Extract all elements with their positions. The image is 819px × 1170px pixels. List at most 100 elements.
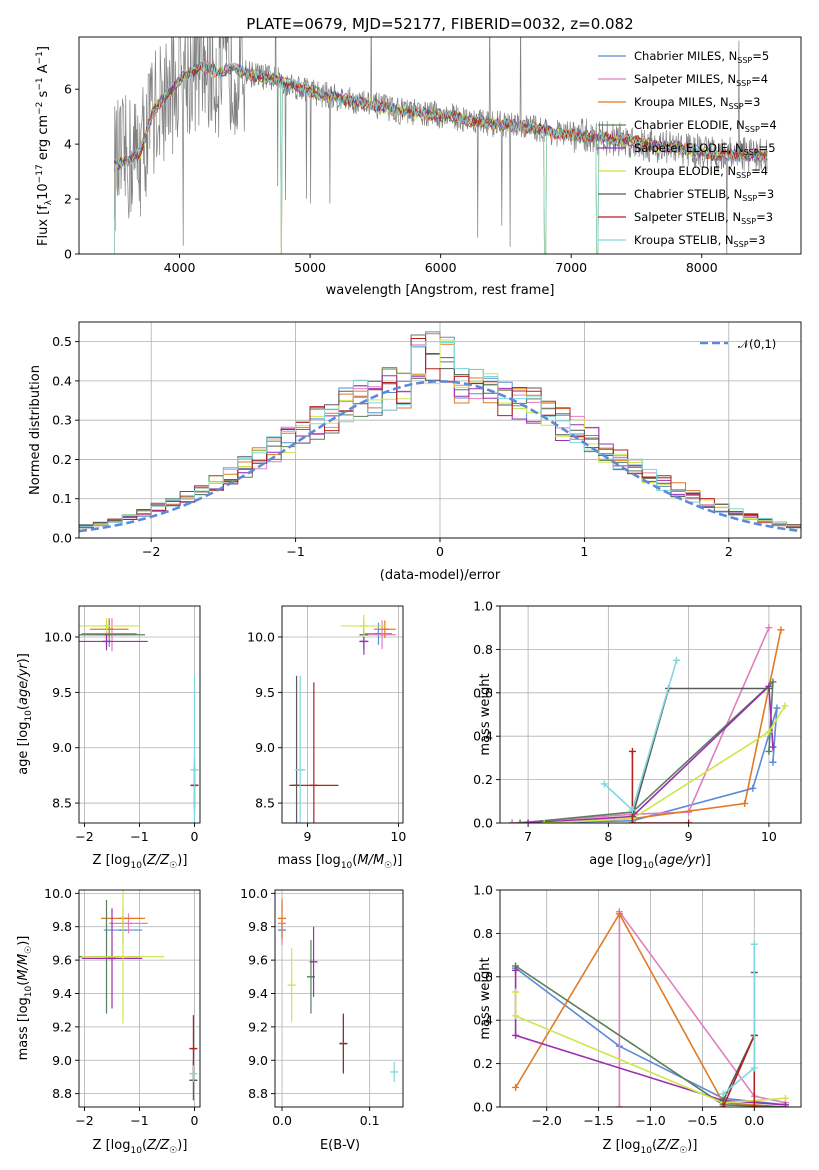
- x-axis-label: E(B-V): [320, 1138, 360, 1153]
- legend-text: Kroupa MILES, N: [634, 95, 729, 109]
- x-tick-label: −1: [130, 1113, 148, 1128]
- legend-suffix: =3: [757, 187, 774, 201]
- label-part: ☉: [169, 861, 177, 871]
- y-tick-label: 0.4: [473, 729, 493, 744]
- legend-subscript: SSP: [741, 217, 756, 226]
- panel-age-Z: −2 −1 08.59.09.510.0Z [log10(Z/Z☉)]age [lo…: [16, 605, 201, 871]
- weight-point: [773, 704, 781, 712]
- y-tick-label: 9.4: [248, 986, 268, 1001]
- label-part: age [log: [16, 722, 31, 775]
- plot-area: [289, 614, 396, 823]
- y-axis-label: age [log10(age/yr)]: [16, 653, 34, 775]
- weight-point: [512, 1012, 520, 1020]
- y-tick-label: 0.3: [52, 413, 72, 428]
- label-part: age/yr: [16, 662, 31, 705]
- y-axis-label: mass weight: [478, 673, 493, 755]
- y-tick-label: 0: [64, 247, 72, 262]
- y-tick-label: 1.0: [473, 883, 493, 898]
- x-tick-label: 7000: [555, 260, 587, 275]
- label-part: 10: [36, 183, 51, 200]
- y-tick-label: 0.6: [473, 685, 493, 700]
- x-tick-label: 2: [725, 544, 733, 559]
- axes-frame: [78, 321, 802, 539]
- legend-text: Chabrier MILES, N: [634, 49, 737, 63]
- label-part: −1: [35, 51, 45, 64]
- x-axis-label: wavelength [Angstrom, rest frame]: [326, 283, 555, 298]
- weight-point: [777, 626, 785, 634]
- label-part: Z [log: [93, 853, 131, 868]
- weight-point: [628, 819, 636, 823]
- label-part: Z/Z: [656, 1138, 680, 1153]
- x-tick-label: −1.5: [583, 1113, 613, 1128]
- label-part: 10: [642, 861, 654, 871]
- normal-reference-curve: [79, 379, 801, 533]
- label-part: mass [log: [278, 853, 341, 868]
- x-axis-label: Z [log10(Z/Z☉)]: [93, 853, 188, 871]
- y-tick-label: 9.5: [255, 685, 275, 700]
- x-tick-label: 5000: [294, 260, 326, 275]
- weight-point: [719, 1090, 727, 1098]
- x-axis-label: age [log10(age/yr)]: [589, 853, 711, 871]
- x-tick-label: 7: [524, 829, 532, 844]
- x-tick-label: −1: [286, 544, 304, 559]
- x-tick-label: 4000: [164, 260, 196, 275]
- label-part: λ: [44, 199, 54, 205]
- weight-point: [750, 1103, 758, 1107]
- weight-point: [628, 806, 636, 814]
- legend-label: Chabrier MILES, NSSP=5: [634, 49, 769, 65]
- label-part: −1: [35, 77, 45, 90]
- legend-label: Chabrier STELIB, NSSP=3: [634, 187, 774, 203]
- weight-point: [512, 1031, 520, 1039]
- y-tick-label: 1.0: [473, 599, 493, 614]
- x-tick-label: 0.0: [744, 1113, 764, 1128]
- legend-label: Salpeter MILES, NSSP=4: [634, 72, 768, 88]
- legend-label: Chabrier ELODIE, NSSP=4: [634, 118, 777, 134]
- label-part: (: [16, 981, 31, 986]
- legend-suffix: =4: [751, 72, 768, 86]
- x-tick-label: 0.0: [272, 1113, 292, 1128]
- weight-point: [516, 819, 524, 823]
- label-part: )]: [687, 1138, 697, 1153]
- x-tick-label: 6000: [425, 260, 457, 275]
- y-axis-label: Normed distribution: [28, 365, 43, 495]
- y-tick-label: 9.6: [248, 953, 268, 968]
- label-part: ☉: [24, 946, 34, 954]
- legend-suffix: =3: [744, 95, 761, 109]
- label-part: (: [654, 853, 659, 868]
- legend-suffix: =3: [756, 210, 773, 224]
- label-part: 10: [24, 985, 34, 997]
- y-tick-label: 0.2: [473, 772, 493, 787]
- y-tick-label: 10.0: [247, 630, 275, 645]
- x-tick-label: −1.0: [635, 1113, 665, 1128]
- weight-line: [520, 680, 774, 823]
- weight-line: [631, 751, 689, 823]
- panel-spectrum: 4000 5000 6000 7000 8000 0 2 4 6 Chabrier MILES, …: [35, 36, 802, 298]
- legend-text: Salpeter MILES, N: [634, 72, 736, 86]
- label-part: Flux [f: [36, 205, 51, 246]
- weight-line: [528, 684, 774, 823]
- x-tick-label: −2: [75, 1113, 93, 1128]
- weight-point: [765, 684, 773, 692]
- y-tick-label: 9.2: [248, 1019, 268, 1034]
- label-part: mass [log: [16, 997, 31, 1060]
- legend-subscript: SSP: [745, 125, 760, 134]
- legend-text: Kroupa STELIB, N: [634, 233, 734, 247]
- label-part: (: [16, 705, 31, 710]
- data-spectrum-line: [113, 37, 768, 254]
- axes-frame: [499, 605, 802, 824]
- weight-point: [750, 940, 758, 948]
- label-part: )]: [701, 853, 711, 868]
- weight-point: [508, 819, 516, 823]
- x-tick-label: 0: [191, 829, 199, 844]
- label-part: Z [log: [93, 1138, 131, 1153]
- legend-label: Salpeter STELIB, NSSP=3: [634, 210, 773, 226]
- label-part: age [log: [589, 853, 642, 868]
- weight-point: [765, 624, 773, 632]
- y-tick-label: 0.5: [52, 334, 72, 349]
- label-part: ☉: [169, 1146, 177, 1156]
- panel-residuals: −2 −1 0 1 2 0.0 0.1 0.2 0.3 0.4 0.5 𝒩(0,1) (data-mod…: [28, 321, 802, 583]
- axes-frame: [274, 889, 404, 1108]
- weight-point: [512, 966, 520, 974]
- weight-point: [673, 656, 681, 664]
- weight-point: [512, 988, 520, 996]
